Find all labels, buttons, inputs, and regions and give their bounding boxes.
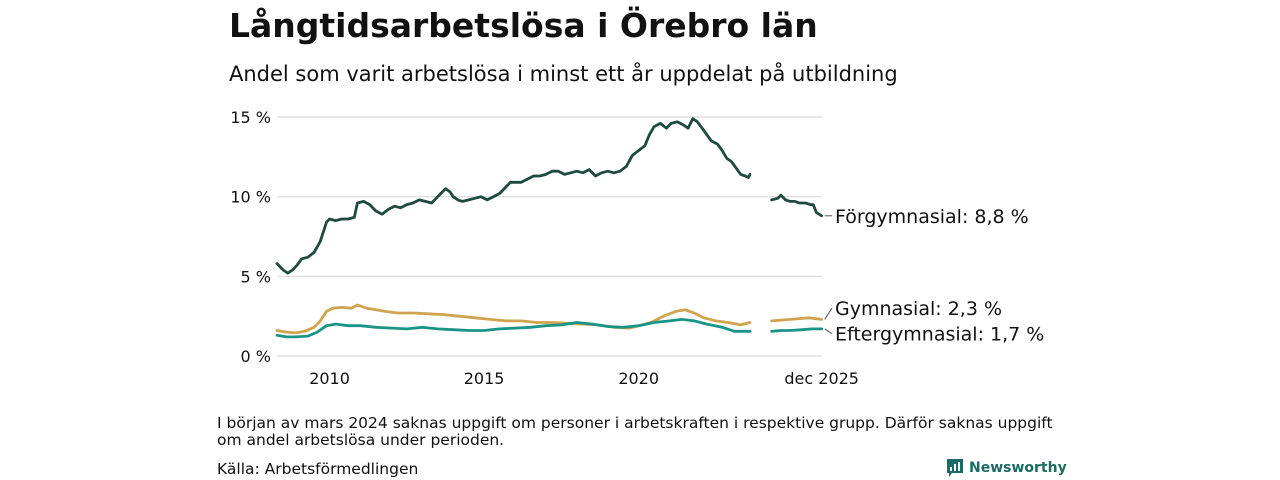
chart-title: Långtidsarbetslösa i Örebro län [229,6,818,45]
end-label-leader [824,307,833,320]
footnote: I början av mars 2024 saknas uppgift om … [217,414,1053,449]
end-label-eftergymnasial: Eftergymnasial: 1,7 % [835,324,1044,346]
series-line-gymnasial [275,303,824,335]
y-tick-label: 5 % [241,267,271,286]
series-line-eftergymnasial [275,318,824,339]
x-tick-label: 2020 [618,369,659,388]
x-tick-label: dec 2025 [784,369,859,388]
y-tick-label: 10 % [230,188,271,207]
chart-subtitle: Andel som varit arbetslösa i minst ett å… [229,62,898,86]
y-tick-label: 15 % [230,108,271,127]
x-tick-label: 2010 [309,369,350,388]
newsworthy-logo-icon [947,459,963,477]
end-label-leader [824,328,833,335]
end-label-gymnasial: Gymnasial: 2,3 % [835,298,1002,320]
y-tick-label: 0 % [241,347,271,366]
line-chart: 0 % 5 % 10 % 15 % 2010 2015 2020 dec 2025 Förgym… [230,108,1044,388]
x-tick-label: 2015 [464,369,505,388]
end-label-forgymnasial: Förgymnasial: 8,8 % [835,206,1029,228]
brand-name: Newsworthy [969,460,1067,476]
source-label: Källa: Arbetsförmedlingen [217,460,419,478]
newsworthy-logo: Newsworthy [946,458,1067,478]
series-line-forgymnasial [275,117,824,275]
